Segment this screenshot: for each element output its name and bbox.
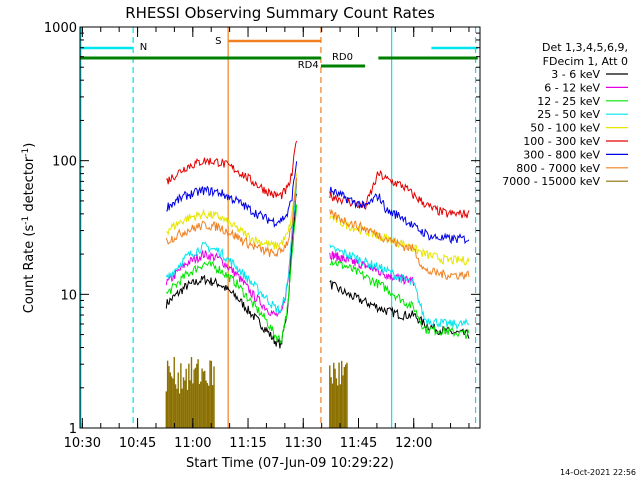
legend-label: 12 - 25 keV: [537, 95, 600, 108]
y-label-end: ): [22, 143, 37, 148]
x-tick-label: 11:15: [229, 436, 266, 451]
legend-label: 3 - 6 keV: [551, 68, 600, 81]
series-line-300-800-kev: [166, 161, 298, 228]
x-tick-label: 11:30: [285, 436, 322, 451]
series-lines: [165, 140, 470, 428]
timestamp: 14-Oct-2021 22:56: [560, 468, 636, 477]
chart-title: RHESSI Observing Summary Count Rates: [125, 4, 435, 22]
series-burst-7000-15000-kev: [165, 357, 215, 428]
series-line-50-100-kev: [329, 215, 470, 266]
series-line-50-100-kev: [166, 173, 298, 250]
legend-header: FDecim 1, Att 0: [543, 55, 628, 68]
y-label-sup-2: -1: [21, 148, 31, 157]
vertical-markers: [80, 27, 477, 428]
x-tick-label: 12:00: [395, 436, 432, 451]
legend-header: Det 1,3,4,5,6,9,: [542, 41, 628, 54]
y-tick-label: 100: [52, 155, 77, 170]
annotation-label-n: N: [140, 42, 147, 53]
legend-label: 25 - 50 keV: [537, 108, 600, 121]
y-tick-label: 10: [60, 288, 77, 303]
series-line-100-300-kev: [165, 140, 298, 200]
series-line-3-6-kev: [165, 193, 298, 349]
legend-label: 300 - 800 keV: [523, 148, 600, 161]
x-axis-label: Start Time (07-Jun-09 10:29:22): [186, 456, 394, 471]
y-tick-label: 1: [69, 422, 77, 437]
y-label-mid: detector: [22, 156, 37, 216]
y-axis-label: Count Rate (s-1 detector-1): [21, 143, 37, 314]
series-line-800-7000-kev: [165, 177, 298, 257]
legend-label: 800 - 7000 keV: [516, 162, 600, 175]
legend-label: 100 - 300 keV: [523, 135, 600, 148]
series-line-12-25-kev: [165, 204, 298, 345]
series-burst-7000-15000-kev: [329, 360, 348, 428]
legend-label: 7000 - 15000 keV: [502, 175, 600, 188]
series-line-12-25-kev: [329, 259, 470, 340]
series-line-25-50-kev: [329, 244, 470, 330]
legend: Det 1,3,4,5,6,9,FDecim 1, Att 03 - 6 keV…: [502, 41, 628, 188]
y-tick-label: 1000: [44, 21, 77, 36]
x-tick-label: 11:45: [340, 436, 377, 451]
annotation-label-rd0: RD0: [332, 52, 353, 63]
annotation-label-s: S: [215, 36, 221, 47]
annotation-label-rd4: RD4: [298, 60, 319, 71]
series-line-300-800-kev: [329, 186, 470, 245]
x-tick-label: 11:00: [174, 436, 211, 451]
legend-label: 50 - 100 keV: [530, 122, 600, 135]
x-tick-label: 10:30: [64, 436, 101, 451]
axes: 1 10 100 1000 10:30 10:45 11:00 11:15 11:30 11:45…: [44, 21, 481, 451]
y-label-main: Count Rate (s: [22, 225, 37, 314]
legend-label: 6 - 12 keV: [544, 81, 600, 94]
x-tick-label: 10:45: [119, 436, 156, 451]
series-line-25-50-kev: [165, 182, 298, 314]
series-line-6-12-kev: [165, 184, 298, 318]
annotation-bars: N S RD4 RD0: [80, 36, 478, 71]
series-line-800-7000-kev: [329, 208, 470, 281]
y-label-sup-1: -1: [21, 216, 31, 225]
plot-frame: [79, 26, 481, 429]
